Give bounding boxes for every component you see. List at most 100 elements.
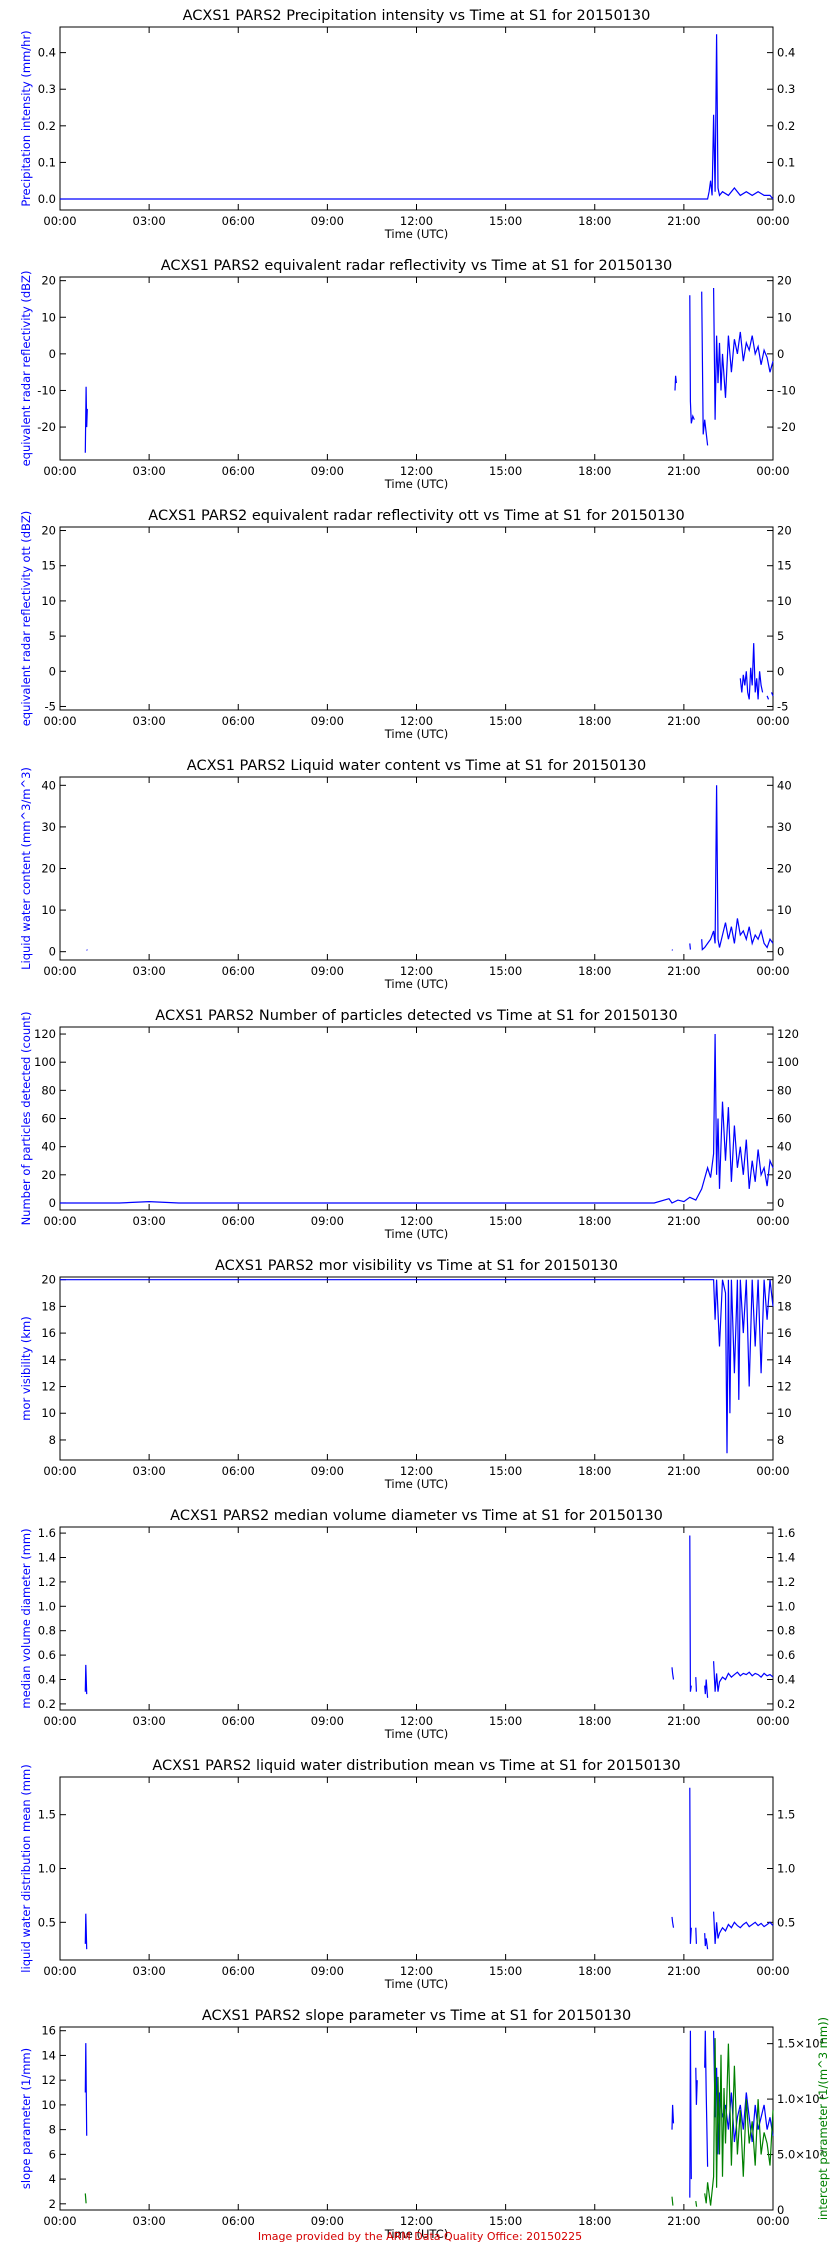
y-tick-label: 0.2 [38, 1697, 56, 1711]
y-tick-label-right: 8 [777, 1433, 784, 1447]
y-tick-label: 20 [41, 274, 56, 288]
series-line-2 [84, 2038, 774, 2207]
y-tick-label-right: 1.0 [777, 1599, 795, 1613]
y-tick-label-right: 1.5 [777, 1808, 795, 1822]
y-tick-label-right: 0.6 [777, 1648, 795, 1662]
x-tick-label: 09:00 [311, 214, 344, 228]
x-axis-label: Time (UTC) [384, 227, 449, 241]
y-tick-label-right: -5 [777, 699, 788, 713]
y-tick-label: 0.5 [38, 1915, 56, 1929]
x-tick-label: 15:00 [489, 1464, 522, 1478]
plot-frame [59, 1276, 774, 1461]
y-axis-label: Precipitation intensity (mm/hr) [19, 30, 33, 206]
x-tick-label: 21:00 [667, 964, 700, 978]
x-tick-label: 12:00 [400, 214, 433, 228]
y-tick-label: 0.4 [38, 46, 56, 60]
x-axis-label: Time (UTC) [384, 977, 449, 991]
chart-7: ACXS1 PARS2 median volume diameter vs Ti… [19, 1508, 795, 1741]
series-line-1 [84, 287, 774, 453]
x-tick-label: 21:00 [667, 714, 700, 728]
y-tick-label: -5 [45, 699, 56, 713]
chart-title: ACXS1 PARS2 equivalent radar reflectivit… [161, 258, 673, 274]
y-tick-label-right: 80 [777, 1083, 792, 1097]
x-tick-label: 21:00 [667, 2214, 700, 2228]
y-tick-label-right: 18 [777, 1299, 792, 1313]
y-tick-label: 12 [41, 1380, 56, 1394]
y-tick-label: 8 [49, 2123, 56, 2137]
y-tick-label: 10 [41, 2098, 56, 2112]
y-tick-label-right: -20 [777, 420, 796, 434]
chart-6: ACXS1 PARS2 mor visibility vs Time at S1… [19, 1258, 792, 1491]
x-tick-label: 18:00 [578, 2214, 611, 2228]
x-tick-label: 06:00 [222, 1714, 255, 1728]
plot-frame [59, 526, 774, 711]
y-tick-label-right: 10 [777, 1406, 792, 1420]
chart-2: ACXS1 PARS2 equivalent radar reflectivit… [19, 258, 796, 491]
y-tick-label: 1.0 [38, 1862, 56, 1876]
y-tick-label-right: 0 [777, 2203, 784, 2217]
y-tick-label: 0.1 [38, 155, 56, 169]
chart-4: ACXS1 PARS2 Liquid water content vs Time… [19, 758, 792, 991]
series-line-1 [60, 1033, 774, 1204]
x-tick-label: 03:00 [133, 1214, 166, 1228]
chart-title: ACXS1 PARS2 slope parameter vs Time at S… [202, 2008, 631, 2024]
series-line-1 [739, 643, 774, 700]
plot-frame [59, 1776, 774, 1961]
chart-title: ACXS1 PARS2 median volume diameter vs Ti… [170, 1508, 663, 1524]
x-tick-label: 06:00 [222, 1464, 255, 1478]
x-tick-label: 03:00 [133, 964, 166, 978]
plot-frame [59, 276, 774, 461]
y-tick-label-right: 0.0 [777, 192, 795, 206]
x-tick-label: 21:00 [667, 1964, 700, 1978]
y-tick-label-right: 20 [777, 524, 792, 538]
x-tick-label: 09:00 [311, 2214, 344, 2228]
x-axis-label: Time (UTC) [384, 1477, 449, 1491]
y-tick-label-right: 0.2 [777, 1697, 795, 1711]
y-tick-label-right: 40 [777, 778, 792, 792]
x-tick-label: 00:00 [756, 1214, 789, 1228]
y-tick-label-right: 5 [777, 629, 784, 643]
x-tick-label: 00:00 [756, 214, 789, 228]
chart-9: ACXS1 PARS2 slope parameter vs Time at S… [19, 2008, 830, 2241]
y-tick-label: 14 [41, 2048, 56, 2062]
x-tick-label: 15:00 [489, 464, 522, 478]
x-tick-label: 03:00 [133, 1464, 166, 1478]
y-tick-label: 10 [41, 903, 56, 917]
y-tick-label: 15 [41, 559, 56, 573]
x-tick-label: 18:00 [578, 714, 611, 728]
x-tick-label: 00:00 [756, 714, 789, 728]
plot-frame [59, 2026, 774, 2211]
series-line-1 [84, 1535, 774, 1698]
y-tick-label: 16 [41, 1326, 56, 1340]
plot-frame [59, 776, 774, 961]
y-tick-label: 6 [49, 2147, 56, 2161]
x-tick-label: 12:00 [400, 2214, 433, 2228]
series-line-1 [60, 1279, 774, 1454]
y-tick-label: 10 [41, 594, 56, 608]
y-tick-label-right: 0.8 [777, 1624, 795, 1638]
x-tick-label: 15:00 [489, 1214, 522, 1228]
y-tick-label-right: 1.2 [777, 1575, 795, 1589]
x-tick-label: 00:00 [756, 464, 789, 478]
y-tick-label: 0 [49, 945, 56, 959]
y-axis-label: liquid water distribution mean (mm) [19, 1764, 33, 1972]
chart-title: ACXS1 PARS2 Precipitation intensity vs T… [183, 8, 651, 24]
y-tick-label-right: -10 [777, 383, 796, 397]
plot-frame [59, 1026, 774, 1211]
x-tick-label: 12:00 [400, 1464, 433, 1478]
x-tick-label: 00:00 [43, 1214, 76, 1228]
y-axis-label: equivalent radar reflectivity (dBZ) [19, 271, 33, 467]
x-tick-label: 12:00 [400, 1964, 433, 1978]
y-tick-label: 20 [41, 1273, 56, 1287]
y-tick-label-right: 0.2 [777, 119, 795, 133]
y-tick-label: 12 [41, 2073, 56, 2087]
y-tick-label-right: 12 [777, 1380, 792, 1394]
y-tick-label-right: 100 [777, 1055, 799, 1069]
y-tick-label: 1.4 [38, 1551, 56, 1565]
y-tick-label-right: 30 [777, 820, 792, 834]
x-tick-label: 12:00 [400, 464, 433, 478]
y-tick-label: 2 [49, 2197, 56, 2211]
y-tick-label: 1.2 [38, 1575, 56, 1589]
y-axis-label-right: intercept parameter (1/(m^3 mm)) [816, 2017, 830, 2220]
